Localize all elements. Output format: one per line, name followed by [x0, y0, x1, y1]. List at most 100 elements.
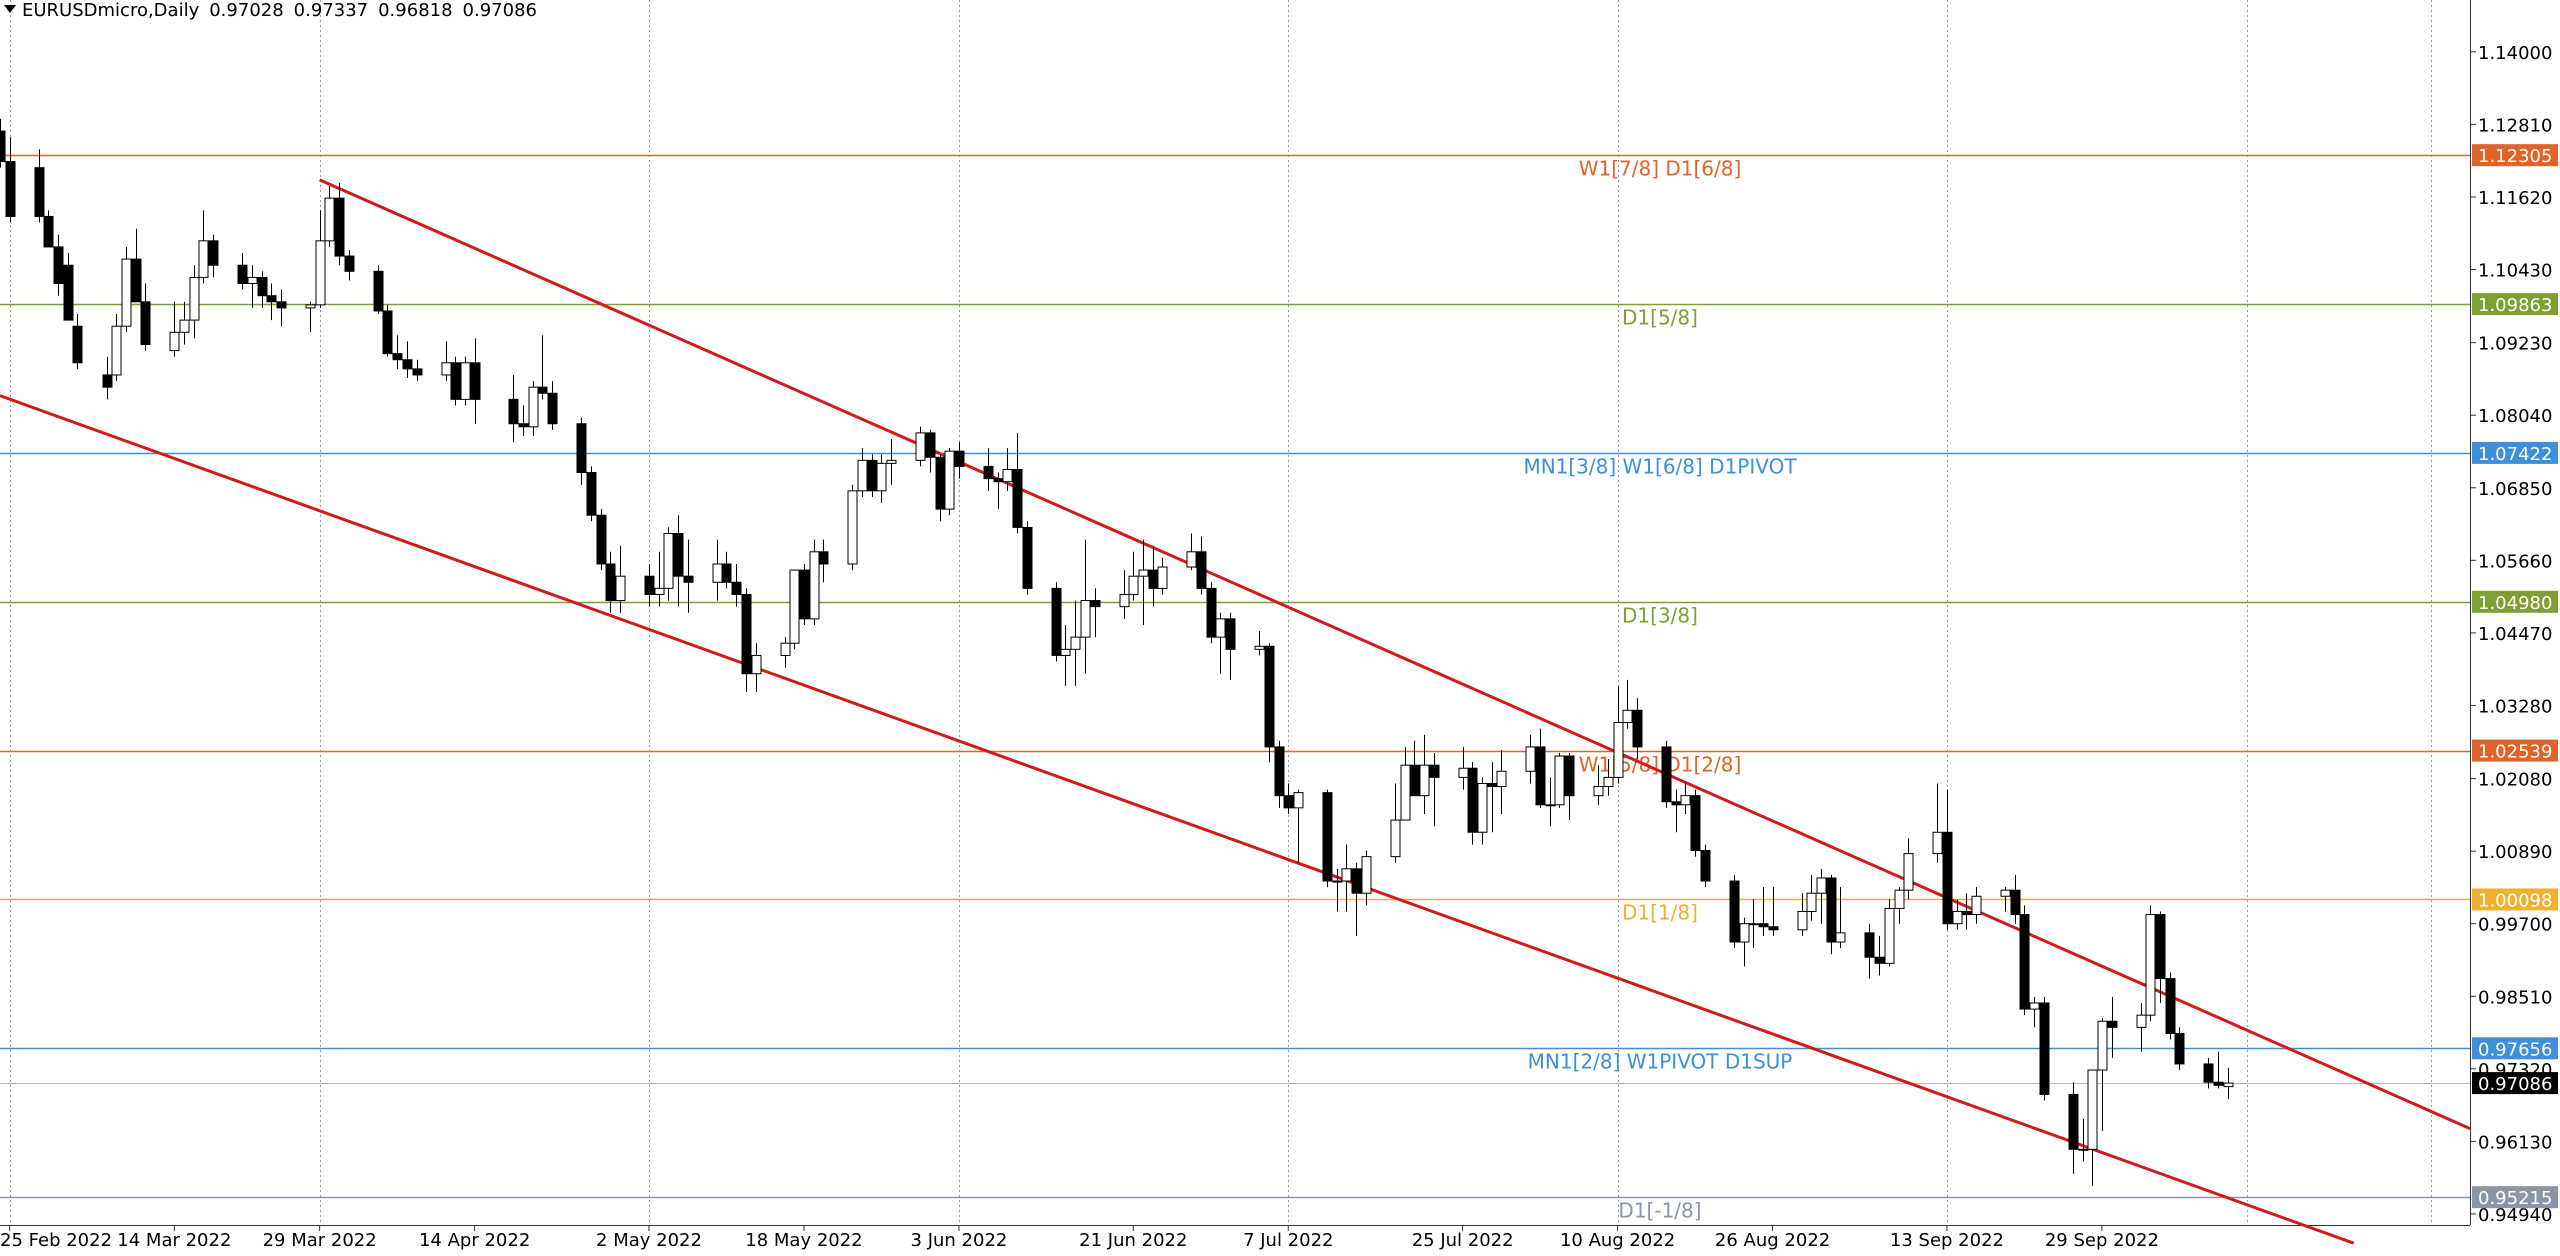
candle-body-bear	[508, 398, 519, 425]
time-tick-label: 26 Aug 2022	[1715, 1230, 1830, 1251]
candle-body-bear	[954, 450, 965, 467]
candle-body-bull	[712, 563, 723, 583]
candle-body-bear	[1826, 877, 1837, 943]
level-price-tag-bg	[2472, 1186, 2558, 1209]
candle-body-bear	[1283, 795, 1294, 809]
candle-body-bear	[402, 359, 413, 370]
level-price-tag-bg	[2472, 739, 2558, 762]
candle-body-bear	[1961, 911, 1972, 916]
candle-body-bull	[944, 450, 955, 510]
candle-body-bear	[1874, 956, 1885, 964]
candle-body-bear	[257, 276, 268, 297]
candle-body-bull	[2078, 1148, 2089, 1151]
level-price-tag: 1.04980	[2478, 593, 2552, 614]
level-price-tag-bg	[2472, 590, 2558, 613]
candle-body-bear	[1535, 746, 1546, 806]
candle-body-bull	[2136, 1014, 2147, 1028]
candle-body-bull	[789, 569, 800, 644]
candle-body-bear	[2213, 1081, 2224, 1086]
ohlc-close: 0.97086	[462, 0, 537, 21]
grid-lines	[0, 0, 2471, 1226]
candle-body-bear	[741, 593, 752, 675]
candle-body-bull	[1816, 877, 1827, 894]
candle-body-bull	[169, 331, 180, 352]
candle-body-bear	[586, 472, 597, 516]
candle-body-bull	[1554, 755, 1565, 806]
channel-line	[319, 178, 2471, 1130]
candle-body-bear	[2107, 1020, 2118, 1028]
price-tick-label: 0.94940	[2478, 1205, 2552, 1226]
candle-body-bull	[1332, 880, 1343, 883]
candle-body-bull	[2087, 1069, 2098, 1150]
candle-body-bull	[876, 462, 887, 492]
candle-body-bear	[518, 423, 529, 428]
time-tick-label: 25 Feb 2022	[0, 1230, 112, 1251]
candle-body-bear	[1264, 645, 1275, 748]
candle-body-bull	[1932, 831, 1943, 855]
candle-body-bear	[450, 362, 461, 400]
candle-body-bear	[63, 264, 74, 321]
time-tick-label: 25 Jul 2022	[1412, 1230, 1514, 1251]
candle-body-bull	[460, 362, 471, 400]
candle-body-bull	[615, 575, 626, 602]
price-tick-label: 1.03280	[2478, 696, 2552, 717]
level-price-tag: 1.02539	[2478, 742, 2552, 763]
candle-body-bull	[198, 240, 209, 278]
candle-body-bull	[2223, 1082, 2234, 1088]
candle-body-bear	[1274, 746, 1285, 797]
candle-body-bull	[1400, 764, 1411, 821]
candle-body-bear	[2010, 889, 2021, 916]
level-price-tag: 1.07422	[2478, 444, 2552, 465]
candle-body-bear	[72, 325, 83, 364]
candle-body-bull	[1903, 853, 1914, 891]
candle-body-bear	[334, 197, 345, 257]
candle-body-bear	[1864, 932, 1875, 958]
candle-body-bull	[1390, 819, 1401, 858]
candle-body-bear	[1564, 755, 1575, 797]
candle-body-bear	[1729, 880, 1740, 943]
candle-body-bear	[673, 532, 684, 577]
collapse-triangle-icon[interactable]	[4, 5, 16, 13]
candle-body-bear	[2203, 1063, 2214, 1083]
candle-body-bull	[315, 240, 326, 306]
candle-body-bull	[2097, 1020, 2108, 1071]
time-tick-label: 7 Jul 2022	[1243, 1230, 1333, 1251]
candle-body-bull	[2145, 914, 2156, 1016]
level-label: D1[-1/8]	[1618, 1199, 1701, 1223]
candle-body-bull	[1070, 636, 1081, 650]
level-lines: W1[7/8] D1[6/8] D1[5/8] MN1[3/8] W1[6/8] D…	[0, 154, 2470, 1223]
level-price-tag: 0.97656	[2478, 1039, 2552, 1060]
candle-body-bear	[721, 563, 732, 583]
level-price-tag-bg	[2472, 441, 2558, 464]
price-tick-label: 1.09230	[2478, 334, 2552, 355]
candle-body-bull	[1458, 767, 1469, 778]
candle-body-bull	[305, 304, 316, 309]
candle-body-bull	[886, 459, 897, 464]
candle-body-bear	[1632, 709, 1643, 748]
price-tick-label: 1.08040	[2478, 406, 2552, 427]
candle-body-bull	[528, 386, 539, 428]
symbol-header: EURUSDmicro,Daily 0.97028 0.97337 0.96818 0.…	[4, 0, 547, 21]
candle-body-bear	[683, 575, 694, 583]
candle-body-bear	[731, 581, 742, 595]
candle-body-bear	[1661, 746, 1672, 803]
candle-body-bear	[818, 551, 829, 565]
candle-body-bull	[1341, 868, 1352, 882]
candle-body-bull	[663, 532, 674, 589]
candle-body-bull	[1603, 776, 1614, 788]
time-tick-label: 18 May 2022	[745, 1230, 862, 1251]
candle-body-bull	[915, 432, 926, 461]
candle-body-bear	[5, 161, 16, 217]
candle-body-bull	[1080, 600, 1091, 638]
candle-body-bear	[1467, 767, 1478, 833]
candle-body-bear	[1409, 764, 1420, 797]
candle-body-bear	[1351, 868, 1362, 894]
candle-body-bull	[1739, 923, 1750, 943]
candle-body-bear	[867, 459, 878, 492]
candle-body-bull	[857, 459, 868, 492]
candle-body-bull	[1060, 648, 1071, 656]
candle-body-bear	[925, 432, 936, 458]
candle-body-bear	[2174, 1032, 2185, 1065]
time-tick-label: 29 Sep 2022	[2045, 1230, 2159, 1251]
